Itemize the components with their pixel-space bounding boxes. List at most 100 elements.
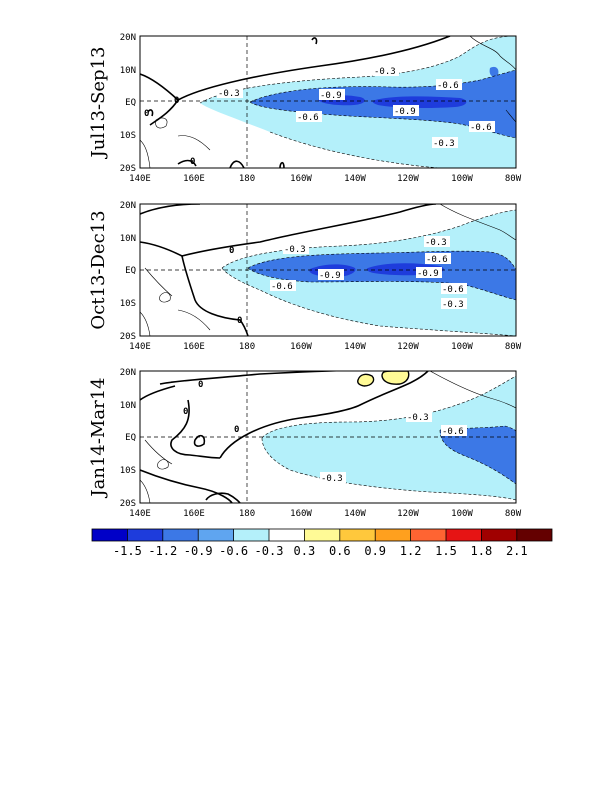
contour-label: 0	[229, 246, 234, 256]
contour-label: -0.9	[320, 91, 342, 101]
x-tick: 160E	[183, 342, 205, 352]
panel-2: -0.3 -0.3 -0.6 -0.9 -0.9 -0.6 -0.6 -0.3 …	[88, 201, 522, 352]
y-tick: 20S	[120, 499, 136, 509]
x-tick: 100W	[451, 342, 473, 352]
y-tick: 10N	[120, 234, 136, 244]
colorbar-swatch	[410, 529, 446, 541]
colorbar-swatch	[92, 529, 128, 541]
contour-labels: -0.3 -0.6 -0.9 -0.9 -0.6 -0.6 -0.3 -0.3 …	[144, 65, 495, 167]
y-tick: 10S	[120, 299, 136, 309]
contour-label: 0	[198, 380, 203, 390]
contour-label: -0.3	[442, 300, 464, 310]
colorbar-label: -0.6	[219, 544, 248, 558]
colorbar-label: -1.2	[148, 544, 177, 558]
contour-label: -0.6	[297, 113, 319, 123]
x-tick: 180	[239, 509, 255, 519]
colorbar-swatch	[127, 529, 163, 541]
x-tick: 100W	[451, 174, 473, 184]
contour-label: -0.9	[394, 107, 416, 117]
x-tick: 140E	[129, 174, 151, 184]
contour-label: 0	[234, 425, 239, 435]
x-tick: 140E	[129, 342, 151, 352]
x-tick: 160W	[290, 342, 312, 352]
y-tick: 20N	[120, 201, 136, 211]
panel-title: Jan14-Mar14	[88, 377, 109, 498]
panel-3: -0.3 -0.6 -0.3 0 0 0 Jan14-Mar14 20N 10N…	[88, 368, 522, 519]
contour-label: -0.3	[425, 238, 447, 248]
x-tick: 140W	[344, 509, 366, 519]
contour-label: -0.6	[442, 285, 464, 295]
x-tick: 140W	[344, 174, 366, 184]
x-tick: 160W	[290, 509, 312, 519]
contour-labels: -0.3 -0.3 -0.6 -0.9 -0.9 -0.6 -0.6 -0.3 …	[229, 236, 467, 326]
colorbar-swatch	[162, 529, 199, 541]
colorbar-label: 0.6	[329, 544, 351, 558]
colorbar-swatch	[481, 529, 517, 541]
y-tick: 10N	[120, 66, 136, 76]
contour-label: -0.3	[284, 245, 306, 255]
contour-label: -0.3	[407, 413, 429, 423]
contour-label: -0.3	[218, 89, 240, 99]
y-tick: EQ	[125, 266, 136, 276]
contour-label: -0.6	[426, 255, 448, 265]
x-tick: 80W	[505, 342, 522, 352]
contour-label: -0.9	[417, 269, 439, 279]
contour-lines	[140, 371, 516, 503]
colorbar-label: 1.2	[400, 544, 422, 558]
contour-label: -0.6	[437, 81, 459, 91]
y-tick: 20S	[120, 164, 136, 174]
y-tick-labels: 20N 10N EQ 10S 20S	[120, 368, 136, 509]
x-tick: 160E	[183, 174, 205, 184]
contour-lines	[140, 204, 516, 336]
y-tick-labels: 20N 10N EQ 10S 20S	[120, 201, 136, 342]
colorbar: -1.5 -1.2 -0.9 -0.6 -0.3 0.3 0.6 0.9 1.2…	[91, 528, 553, 558]
y-tick: 20N	[120, 368, 136, 378]
y-tick: EQ	[125, 433, 136, 443]
colorbar-frame	[91, 528, 553, 542]
colorbar-label: 1.8	[471, 544, 493, 558]
x-tick: 140E	[129, 509, 151, 519]
colorbar-swatch	[516, 529, 552, 541]
contour-label: 0	[237, 316, 242, 326]
x-tick: 160E	[183, 509, 205, 519]
colorbar-label: 0.3	[294, 544, 316, 558]
colorbar-swatch	[198, 529, 234, 541]
colorbar-label: 0.9	[364, 544, 386, 558]
x-tick: 80W	[505, 174, 522, 184]
contour-label: -0.3	[374, 67, 396, 77]
contour-label: 0	[190, 157, 195, 167]
contour-label: -0.6	[470, 123, 492, 133]
colorbar-label: 1.5	[435, 544, 457, 558]
contour-label: -0.9	[319, 271, 341, 281]
colorbar-label: -1.5	[113, 544, 142, 558]
x-tick: 180	[239, 174, 255, 184]
x-tick: 140W	[344, 342, 366, 352]
y-tick: EQ	[125, 98, 136, 108]
colorbar-label: 2.1	[506, 544, 528, 558]
x-tick: 120W	[397, 174, 419, 184]
colorbar-swatches	[92, 529, 552, 541]
colorbar-swatch	[233, 529, 269, 541]
contour-label: 0	[183, 407, 188, 417]
x-tick: 120W	[397, 509, 419, 519]
colorbar-swatch	[304, 529, 340, 541]
panel-title: Jul13-Sep13	[88, 47, 109, 160]
contour-label: 0	[144, 109, 149, 119]
panel-title: Oct13-Dec13	[88, 210, 109, 329]
contour-labels: -0.3 -0.6 -0.3 0 0 0	[183, 380, 467, 484]
colorbar-swatch	[375, 529, 411, 541]
y-tick: 10S	[120, 131, 136, 141]
x-tick: 160W	[290, 174, 312, 184]
colorbar-labels: -1.5 -1.2 -0.9 -0.6 -0.3 0.3 0.6 0.9 1.2…	[113, 544, 528, 558]
x-tick: 180	[239, 342, 255, 352]
y-tick: 20S	[120, 332, 136, 342]
x-tick: 80W	[505, 509, 522, 519]
y-tick: 10S	[120, 466, 136, 476]
contour-label: -0.6	[271, 282, 293, 292]
contour-label: -0.3	[433, 139, 455, 149]
contour-label: 0	[174, 96, 179, 106]
contour-label: -0.3	[321, 474, 343, 484]
x-tick: 100W	[451, 509, 473, 519]
contour-label: -0.6	[442, 427, 464, 437]
